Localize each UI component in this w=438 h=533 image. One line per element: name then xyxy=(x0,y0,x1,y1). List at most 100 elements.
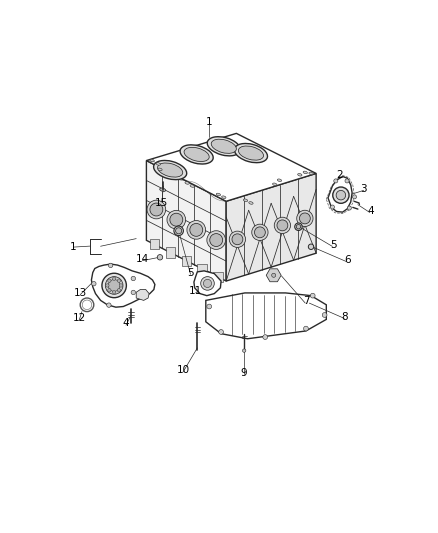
Text: 1: 1 xyxy=(206,117,212,126)
Text: 3: 3 xyxy=(360,184,367,193)
Ellipse shape xyxy=(295,223,302,230)
Text: 13: 13 xyxy=(74,288,87,298)
Ellipse shape xyxy=(296,224,300,229)
Ellipse shape xyxy=(272,273,276,277)
Text: 14: 14 xyxy=(136,254,149,264)
Ellipse shape xyxy=(309,172,313,175)
Polygon shape xyxy=(226,173,316,281)
Text: 5: 5 xyxy=(187,268,194,278)
Ellipse shape xyxy=(109,263,113,268)
Text: 4: 4 xyxy=(123,319,129,328)
Ellipse shape xyxy=(106,284,109,287)
Ellipse shape xyxy=(222,196,226,198)
Ellipse shape xyxy=(113,277,116,280)
Ellipse shape xyxy=(131,290,135,295)
Ellipse shape xyxy=(156,163,160,165)
Polygon shape xyxy=(181,256,191,266)
Ellipse shape xyxy=(207,304,212,309)
Ellipse shape xyxy=(167,211,186,229)
Ellipse shape xyxy=(207,231,226,249)
Ellipse shape xyxy=(201,277,214,290)
Ellipse shape xyxy=(322,313,327,317)
Ellipse shape xyxy=(176,228,182,234)
Polygon shape xyxy=(146,160,226,281)
Ellipse shape xyxy=(249,201,253,204)
Ellipse shape xyxy=(207,136,240,156)
Ellipse shape xyxy=(185,182,189,184)
Ellipse shape xyxy=(300,213,310,224)
Ellipse shape xyxy=(254,227,265,238)
Ellipse shape xyxy=(184,147,209,161)
Ellipse shape xyxy=(211,139,237,154)
Ellipse shape xyxy=(272,183,277,185)
Text: 8: 8 xyxy=(342,312,348,322)
Ellipse shape xyxy=(102,273,127,297)
Ellipse shape xyxy=(107,303,111,308)
Ellipse shape xyxy=(150,159,154,162)
Ellipse shape xyxy=(277,220,288,231)
Polygon shape xyxy=(266,269,281,282)
Ellipse shape xyxy=(170,213,183,226)
Text: 10: 10 xyxy=(177,365,190,375)
Ellipse shape xyxy=(210,233,223,246)
Ellipse shape xyxy=(187,221,205,239)
Ellipse shape xyxy=(203,279,212,287)
Ellipse shape xyxy=(263,335,268,340)
Polygon shape xyxy=(136,289,149,301)
Ellipse shape xyxy=(243,349,246,352)
Ellipse shape xyxy=(117,279,120,282)
Ellipse shape xyxy=(117,288,120,292)
Text: 6: 6 xyxy=(344,255,351,265)
Text: 4: 4 xyxy=(367,206,374,216)
Ellipse shape xyxy=(219,329,223,334)
Ellipse shape xyxy=(157,255,162,260)
Ellipse shape xyxy=(274,217,290,233)
Ellipse shape xyxy=(113,290,116,294)
Ellipse shape xyxy=(150,203,163,216)
Ellipse shape xyxy=(108,279,111,282)
Ellipse shape xyxy=(303,171,307,174)
Text: 12: 12 xyxy=(73,313,86,324)
Ellipse shape xyxy=(180,145,213,164)
Ellipse shape xyxy=(330,205,335,209)
Ellipse shape xyxy=(119,284,123,287)
Ellipse shape xyxy=(131,276,135,281)
Text: 7: 7 xyxy=(303,296,309,306)
Ellipse shape xyxy=(147,200,166,219)
Ellipse shape xyxy=(353,195,357,199)
Text: 5: 5 xyxy=(330,240,336,250)
Ellipse shape xyxy=(336,190,346,200)
Text: 2: 2 xyxy=(336,170,343,180)
Ellipse shape xyxy=(244,199,247,201)
Polygon shape xyxy=(92,264,155,307)
Text: 11: 11 xyxy=(189,286,202,296)
Ellipse shape xyxy=(92,281,96,286)
Ellipse shape xyxy=(160,188,166,191)
Ellipse shape xyxy=(158,163,183,177)
Text: 15: 15 xyxy=(155,198,168,208)
Ellipse shape xyxy=(216,193,220,196)
Ellipse shape xyxy=(347,206,351,210)
Ellipse shape xyxy=(333,187,349,203)
Ellipse shape xyxy=(345,179,349,183)
Polygon shape xyxy=(198,264,207,274)
Polygon shape xyxy=(206,293,326,339)
Ellipse shape xyxy=(334,179,338,183)
Ellipse shape xyxy=(108,288,111,292)
Ellipse shape xyxy=(190,185,194,187)
Ellipse shape xyxy=(154,160,187,180)
Ellipse shape xyxy=(229,231,246,247)
Text: 9: 9 xyxy=(241,368,247,378)
Ellipse shape xyxy=(108,279,120,292)
Polygon shape xyxy=(328,176,352,212)
Polygon shape xyxy=(146,133,316,201)
Polygon shape xyxy=(150,239,159,249)
Ellipse shape xyxy=(311,293,315,298)
Ellipse shape xyxy=(158,168,162,171)
Polygon shape xyxy=(166,247,175,257)
Polygon shape xyxy=(213,272,223,282)
Ellipse shape xyxy=(304,326,308,331)
Ellipse shape xyxy=(308,244,314,249)
Ellipse shape xyxy=(234,143,268,163)
Ellipse shape xyxy=(298,174,302,176)
